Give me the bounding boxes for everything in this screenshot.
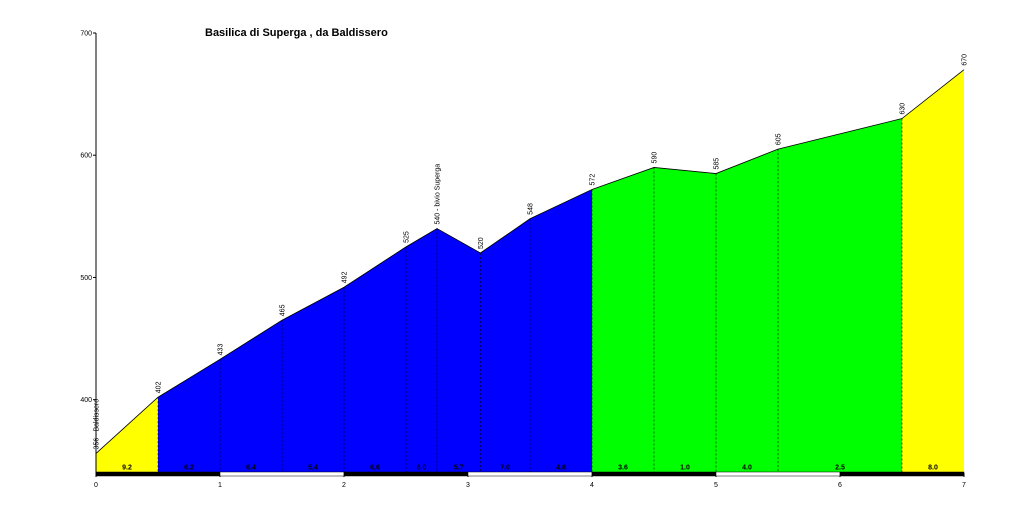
x-tick-label: 3 xyxy=(466,482,470,489)
elevation-label: 540 - bivio Superga xyxy=(435,164,442,225)
grade-label: 7.0 xyxy=(500,465,510,472)
grade-label: 6.0 xyxy=(417,465,427,472)
km-bar-block xyxy=(715,471,841,477)
elevation-label: 465 xyxy=(280,304,287,316)
profile-areas xyxy=(96,69,964,474)
elevation-label: 492 xyxy=(342,271,349,283)
elevation-label: 605 xyxy=(776,133,783,145)
km-bar-block xyxy=(839,471,965,477)
elevation-label: 590 xyxy=(652,152,659,164)
grade-label: 4.8 xyxy=(556,465,566,472)
x-tick-label: 1 xyxy=(218,482,222,489)
km-bar-block xyxy=(591,471,717,477)
grade-label: 5.4 xyxy=(308,465,318,472)
point-labels: 356 - Baldissero 402 433 465 492 525 540 - biv… xyxy=(94,54,969,450)
area-segment-1 xyxy=(96,397,158,473)
x-tick-label: 7 xyxy=(962,482,966,489)
elevation-label: 585 xyxy=(714,158,721,170)
segment-dividers xyxy=(157,118,903,473)
grade-label: 5.7 xyxy=(454,465,464,472)
grade-label: 3.6 xyxy=(618,465,628,472)
y-tick-label: 700 xyxy=(80,31,92,38)
elevation-label: 548 xyxy=(528,203,535,215)
grade-label: 8.0 xyxy=(928,465,938,472)
area-segment-4 xyxy=(902,69,964,474)
y-tick-label: 400 xyxy=(80,397,92,404)
x-tick-label: 6 xyxy=(838,482,842,489)
grade-label: 2.5 xyxy=(835,465,845,472)
grade-label: 4.0 xyxy=(742,465,752,472)
profile-outline xyxy=(95,69,965,454)
km-bar-block xyxy=(343,471,469,477)
y-tick-label: 500 xyxy=(80,275,92,282)
elevation-label: 433 xyxy=(218,344,225,356)
chart-title: Basilica di Superga , da Baldissero xyxy=(205,27,388,39)
area-segment-3 xyxy=(592,118,902,474)
x-tick-label: 5 xyxy=(714,482,718,489)
elevation-label: 402 xyxy=(156,381,163,393)
grade-label: 6.2 xyxy=(184,465,194,472)
grade-label: 1.0 xyxy=(680,465,690,472)
grade-label: 6.4 xyxy=(246,465,256,472)
x-tick-label: 2 xyxy=(342,482,346,489)
elevation-label: 356 - Baldissero xyxy=(94,399,101,450)
area-segment-2 xyxy=(158,189,592,473)
km-bar-block xyxy=(219,471,345,477)
km-bar-block xyxy=(95,471,221,477)
profile-line xyxy=(95,69,965,454)
elevation-label: 630 xyxy=(900,103,907,115)
elevation-label: 670 xyxy=(962,54,969,66)
elevation-label: 520 xyxy=(478,237,485,249)
km-bar: 9.2 6.2 6.4 5.4 6.6 6.0 5.7 7.0 4.8 3.6 1.0 4.0 2.5 8… xyxy=(95,465,965,477)
x-tick-label: 4 xyxy=(590,482,594,489)
km-bar-block xyxy=(467,471,593,477)
x-tick-label: 0 xyxy=(94,482,98,489)
y-tick-label: 600 xyxy=(80,153,92,160)
elevation-label: 525 xyxy=(404,231,411,243)
elevation-label: 572 xyxy=(590,174,597,186)
grade-label: 9.2 xyxy=(122,465,132,472)
grade-label: 6.6 xyxy=(370,465,380,472)
axes: 400 500 600 700 0 1 2 3 4 5 6 7 xyxy=(80,31,966,490)
